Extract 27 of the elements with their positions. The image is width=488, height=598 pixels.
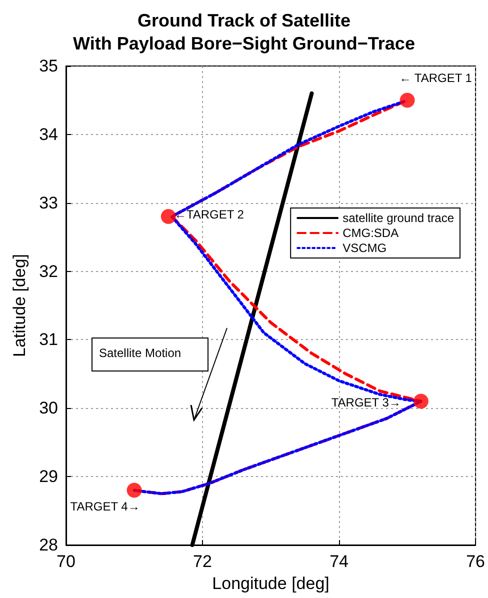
y-axis-title: Latitude [deg]: [10, 254, 30, 358]
legend-label: satellite ground trace: [342, 211, 454, 225]
point: [126, 482, 142, 498]
y-tick-label: 34: [39, 124, 58, 144]
legend-label: CMG:SDA: [342, 226, 399, 240]
annotation: Satellite Motion: [99, 346, 182, 360]
x-tick-label: 76: [466, 552, 486, 571]
x-tick-label: 72: [193, 552, 212, 571]
point: [160, 209, 176, 224]
y-tick-label: 29: [39, 467, 58, 486]
y-tick-label: 35: [39, 56, 58, 76]
y-tick-label: 31: [39, 330, 58, 350]
y-tick-label: 33: [39, 193, 58, 212]
annotation: TARGET 3→: [331, 395, 401, 410]
point: [413, 394, 428, 409]
annotation: ←TARGET 2: [174, 208, 244, 222]
annotation: ← TARGET 1: [399, 71, 472, 86]
y-tick-label: 32: [39, 262, 58, 281]
y-tick-label: 28: [39, 536, 58, 554]
x-tick-label: 74: [330, 552, 348, 571]
point: [400, 92, 415, 108]
x-tick-label: 70: [56, 552, 76, 571]
y-tick-label: 30: [39, 398, 58, 418]
legend-label: VSCMG: [342, 241, 387, 255]
chart-title: Ground Track of Satellite With Payload Bore−Sight Ground−Trace: [73, 10, 415, 54]
annotation: TARGET 4→: [70, 499, 140, 514]
x-axis-title: Longitude [deg]: [212, 574, 330, 593]
